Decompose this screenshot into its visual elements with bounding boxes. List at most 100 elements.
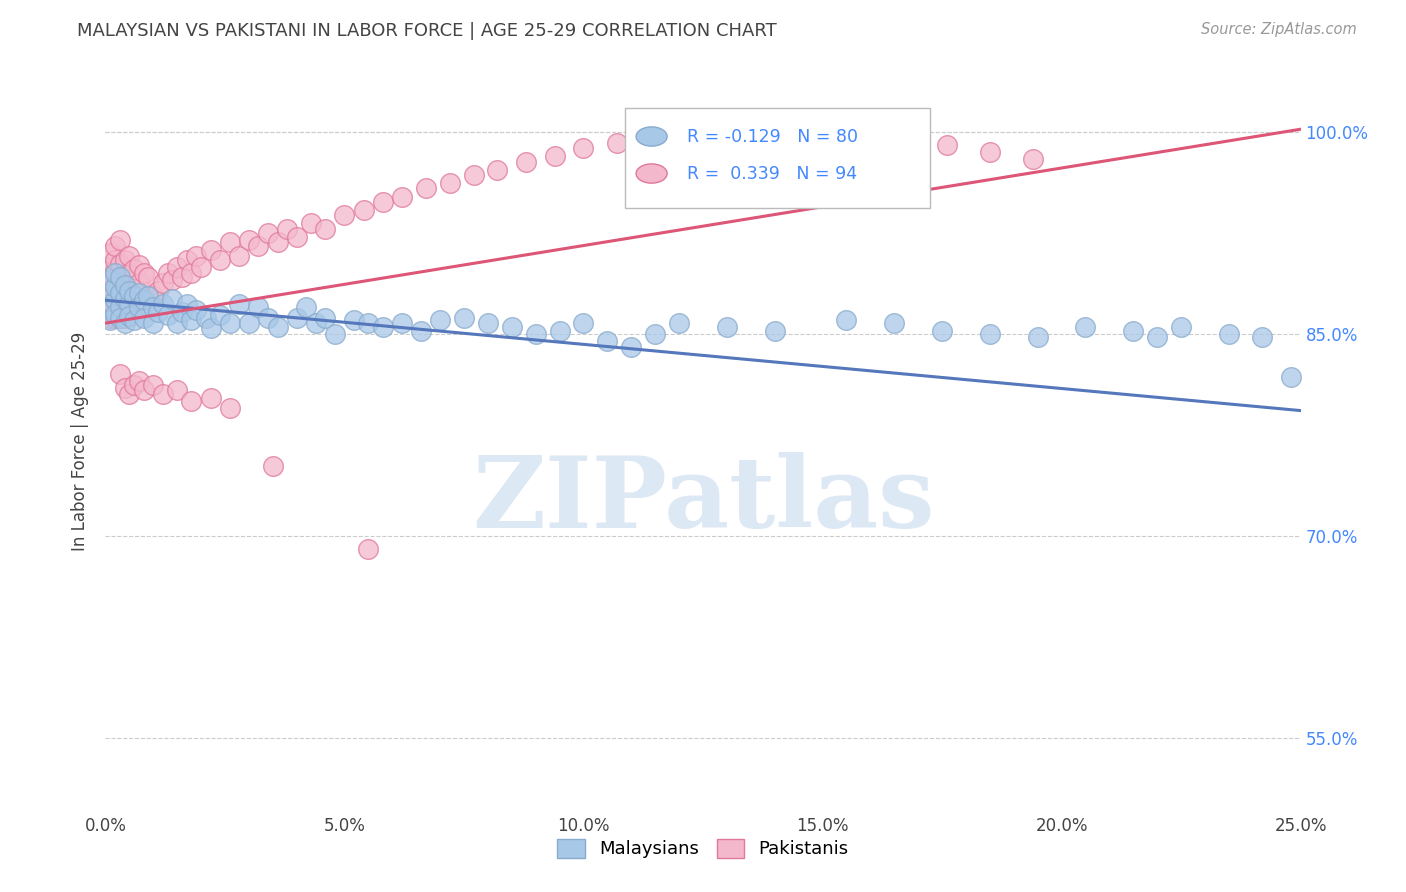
Point	[305, 316, 328, 330]
Point	[218, 401, 240, 415]
Point	[162, 292, 184, 306]
Point	[142, 316, 165, 330]
Point	[548, 324, 571, 338]
Point	[314, 310, 336, 325]
Point	[883, 316, 905, 330]
Point	[314, 222, 336, 236]
Point	[152, 297, 174, 311]
Point	[138, 270, 160, 285]
Point	[142, 300, 165, 314]
Point	[186, 302, 208, 317]
Point	[897, 131, 920, 145]
Point	[209, 252, 232, 267]
Point	[170, 270, 193, 285]
Point	[357, 542, 380, 557]
Point	[200, 321, 222, 335]
Y-axis label: In Labor Force | Age 25-29: In Labor Force | Age 25-29	[72, 332, 90, 551]
Point	[122, 289, 145, 303]
FancyBboxPatch shape	[626, 109, 931, 209]
Point	[262, 458, 284, 473]
Point	[247, 300, 270, 314]
Point	[180, 266, 202, 280]
Point	[128, 300, 150, 314]
Point	[859, 141, 882, 155]
Point	[176, 297, 198, 311]
Point	[979, 326, 1001, 341]
Point	[391, 189, 413, 203]
Point	[98, 286, 121, 301]
Point	[138, 289, 160, 303]
Point	[606, 136, 628, 150]
Text: MALAYSIAN VS PAKISTANI IN LABOR FORCE | AGE 25-29 CORRELATION CHART: MALAYSIAN VS PAKISTANI IN LABOR FORCE | …	[77, 22, 778, 40]
Point	[266, 320, 288, 334]
Point	[98, 270, 121, 285]
Point	[353, 202, 375, 217]
Point	[209, 308, 232, 322]
Point	[276, 222, 298, 236]
Point	[152, 387, 174, 401]
Point	[644, 326, 666, 341]
Point	[156, 266, 179, 280]
Point	[98, 260, 121, 274]
Point	[323, 326, 346, 341]
Point	[672, 128, 695, 142]
Point	[266, 235, 288, 250]
Point	[122, 302, 145, 317]
Point	[501, 320, 523, 334]
Point	[200, 244, 222, 258]
Point	[176, 252, 198, 267]
Point	[114, 268, 136, 283]
Point	[166, 384, 188, 398]
Point	[108, 310, 131, 325]
Point	[104, 266, 127, 280]
Point	[114, 292, 136, 306]
Point	[104, 279, 127, 293]
Point	[146, 284, 169, 298]
Point	[138, 289, 160, 303]
Point	[1170, 320, 1192, 334]
Point	[166, 316, 188, 330]
Point	[429, 313, 451, 327]
Point	[104, 278, 127, 293]
Point	[186, 249, 208, 263]
Point	[763, 324, 786, 338]
Point	[118, 387, 141, 401]
Point	[218, 235, 240, 250]
Point	[118, 284, 141, 298]
Point	[108, 300, 131, 314]
Point	[128, 374, 150, 388]
Circle shape	[636, 164, 668, 183]
Point	[357, 316, 380, 330]
Point	[285, 310, 308, 325]
Point	[108, 270, 131, 285]
Text: ZIPatlas: ZIPatlas	[472, 452, 934, 549]
Text: R =  0.339   N = 94: R = 0.339 N = 94	[688, 164, 858, 183]
Point	[132, 266, 155, 280]
Point	[200, 392, 222, 406]
Point	[98, 246, 121, 260]
Point	[122, 279, 145, 293]
Point	[821, 136, 844, 150]
Point	[108, 286, 131, 301]
Point	[146, 305, 169, 319]
Point	[668, 316, 690, 330]
Point	[108, 289, 131, 303]
Point	[122, 378, 145, 392]
Point	[706, 125, 728, 139]
Point	[114, 316, 136, 330]
Point	[572, 141, 595, 155]
Point	[114, 286, 136, 301]
Point	[170, 305, 193, 319]
Circle shape	[636, 127, 668, 146]
Point	[104, 239, 127, 253]
Point	[1146, 329, 1168, 343]
Point	[108, 368, 131, 382]
Point	[439, 176, 461, 190]
Point	[194, 310, 217, 325]
Point	[1251, 329, 1274, 343]
Point	[162, 273, 184, 287]
Point	[453, 310, 475, 325]
Point	[620, 340, 643, 354]
Point	[98, 273, 121, 287]
Point	[132, 384, 155, 398]
